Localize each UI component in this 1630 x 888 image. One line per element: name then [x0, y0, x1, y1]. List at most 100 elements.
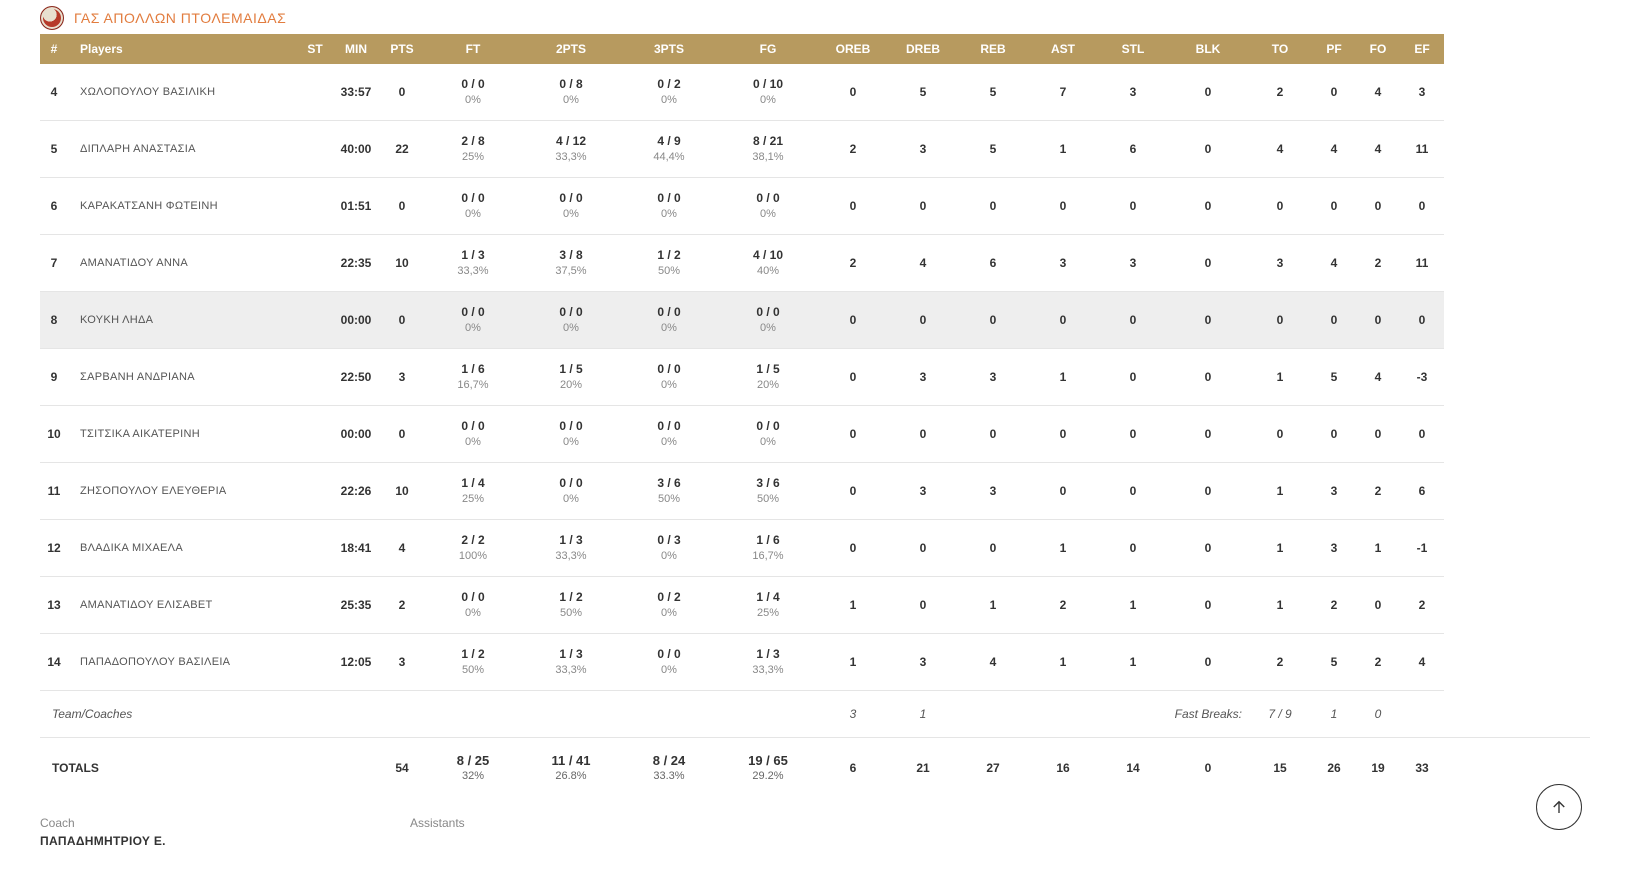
col-stl[interactable]: STL [1098, 34, 1168, 64]
col-fo[interactable]: FO [1356, 34, 1400, 64]
cell-ft: 1 / 616,7% [424, 349, 522, 406]
cell-num: 6 [40, 178, 68, 235]
cell-oreb: 0 [818, 178, 888, 235]
col-fg[interactable]: FG [718, 34, 818, 64]
col-dreb[interactable]: DREB [888, 34, 958, 64]
cell-pts: 2 [380, 577, 424, 634]
cell-fo: 2 [1356, 463, 1400, 520]
cell-st [298, 292, 332, 349]
cell-ast: 0 [1028, 178, 1098, 235]
fast-breaks-label: Fast Breaks: [1098, 691, 1248, 738]
cell-dreb: 0 [888, 520, 958, 577]
cell-fo: 4 [1356, 121, 1400, 178]
table-row[interactable]: 9ΣΑΡΒΑΝΗ ΑΝΔΡΙΑΝΑ22:5031 / 616,7%1 / 520… [40, 349, 1590, 406]
table-row[interactable]: 11ΖΗΣΟΠΟΥΛΟΥ ΕΛΕΥΘΕΡΙΑ22:26101 / 425%0 /… [40, 463, 1590, 520]
cell-reb: 3 [958, 463, 1028, 520]
cell-stl: 0 [1098, 178, 1168, 235]
cell-st [298, 235, 332, 292]
cell-player[interactable]: ΣΑΡΒΑΝΗ ΑΝΔΡΙΑΝΑ [68, 349, 298, 406]
cell-min: 12:05 [332, 634, 380, 691]
team-logo-icon [40, 6, 64, 30]
col-pf[interactable]: PF [1312, 34, 1356, 64]
cell-player[interactable]: ΔΙΠΛΑΡΗ ΑΝΑΣΤΑΣΙΑ [68, 121, 298, 178]
cell-player[interactable]: ΚΑΡΑΚΑΤΣΑΝΗ ΦΩΤΕΙΝΗ [68, 178, 298, 235]
cell-reb: 4 [958, 634, 1028, 691]
team-header: ΓΑΣ ΑΠΟΛΛΩΝ ΠΤΟΛΕΜΑΙΔΑΣ [40, 0, 1590, 34]
cell-stl: 3 [1098, 235, 1168, 292]
coach-footer: Coach ΠΑΠΑΔΗΜΗΤΡΙΟΥ Ε. Assistants [40, 816, 1590, 848]
col-blk[interactable]: BLK [1168, 34, 1248, 64]
table-row[interactable]: 13ΑΜΑΝΑΤΙΔΟΥ ΕΛΙΣΑΒΕΤ25:3520 / 00%1 / 25… [40, 577, 1590, 634]
cell-player[interactable]: ΑΜΑΝΑΤΙΔΟΥ ΑΝΝΑ [68, 235, 298, 292]
col-to[interactable]: TO [1248, 34, 1312, 64]
cell-player[interactable]: ΑΜΑΝΑΤΙΔΟΥ ΕΛΙΣΑΒΕΤ [68, 577, 298, 634]
cell-p2: 0 / 00% [522, 178, 620, 235]
cell-min: 00:00 [332, 406, 380, 463]
table-row[interactable]: 4ΧΩΛΟΠΟΥΛΟΥ ΒΑΣΙΛΙΚΗ33:5700 / 00%0 / 80%… [40, 64, 1590, 121]
cell-ef: 0 [1400, 406, 1444, 463]
col-ft[interactable]: FT [424, 34, 522, 64]
table-row[interactable]: 7ΑΜΑΝΑΤΙΔΟΥ ΑΝΝΑ22:35101 / 333,3%3 / 837… [40, 235, 1590, 292]
cell-pf: 0 [1312, 406, 1356, 463]
col-min[interactable]: MIN [332, 34, 380, 64]
cell-reb: 0 [958, 406, 1028, 463]
cell-p2: 1 / 250% [522, 577, 620, 634]
cell-to: 0 [1248, 406, 1312, 463]
cell-p2: 0 / 80% [522, 64, 620, 121]
cell-blk: 0 [1168, 235, 1248, 292]
cell-pf: 5 [1312, 634, 1356, 691]
table-row[interactable]: 6ΚΑΡΑΚΑΤΣΑΝΗ ΦΩΤΕΙΝΗ01:5100 / 00%0 / 00%… [40, 178, 1590, 235]
cell-fg: 8 / 2138,1% [718, 121, 818, 178]
cell-pts: 4 [380, 520, 424, 577]
col-st[interactable]: ST [298, 34, 332, 64]
cell-player[interactable]: ΧΩΛΟΠΟΥΛΟΥ ΒΑΣΙΛΙΚΗ [68, 64, 298, 121]
scroll-to-top-button[interactable] [1536, 784, 1582, 830]
cell-to: 0 [1248, 292, 1312, 349]
cell-player[interactable]: ΠΑΠΑΔΟΠΟΥΛΟΥ ΒΑΣΙΛΕΙΑ [68, 634, 298, 691]
table-row[interactable]: 14ΠΑΠΑΔΟΠΟΥΛΟΥ ΒΑΣΙΛΕΙΑ12:0531 / 250%1 /… [40, 634, 1590, 691]
table-row[interactable]: 8ΚΟΥΚΗ ΛΗΔΑ00:0000 / 00%0 / 00%0 / 00%0 … [40, 292, 1590, 349]
col-oreb[interactable]: OREB [818, 34, 888, 64]
cell-pf: 0 [1312, 64, 1356, 121]
cell-ef: 2 [1400, 577, 1444, 634]
col-2pts[interactable]: 2PTS [522, 34, 620, 64]
cell-stl: 6 [1098, 121, 1168, 178]
cell-blk: 0 [1168, 520, 1248, 577]
col-reb[interactable]: REB [958, 34, 1028, 64]
cell-fo: 0 [1356, 292, 1400, 349]
table-row[interactable]: 12ΒΛΑΔΙΚΑ ΜΙΧΑΕΛΑ18:4142 / 2100%1 / 333,… [40, 520, 1590, 577]
cell-fo: 0 [1356, 577, 1400, 634]
col-pts[interactable]: PTS [380, 34, 424, 64]
cell-st [298, 520, 332, 577]
cell-stl: 3 [1098, 64, 1168, 121]
cell-ft: 1 / 425% [424, 463, 522, 520]
cell-ast: 1 [1028, 121, 1098, 178]
table-row[interactable]: 5ΔΙΠΛΑΡΗ ΑΝΑΣΤΑΣΙΑ40:00222 / 825%4 / 123… [40, 121, 1590, 178]
cell-ast: 0 [1028, 292, 1098, 349]
cell-oreb: 0 [818, 463, 888, 520]
cell-st [298, 634, 332, 691]
col-ast[interactable]: AST [1028, 34, 1098, 64]
cell-fg: 4 / 1040% [718, 235, 818, 292]
cell-num: 8 [40, 292, 68, 349]
cell-blk: 0 [1168, 178, 1248, 235]
cell-pts: 3 [380, 349, 424, 406]
table-row[interactable]: 10ΤΣΙΤΣΙΚΑ ΑΙΚΑΤΕΡΙΝΗ00:0000 / 00%0 / 00… [40, 406, 1590, 463]
cell-st [298, 406, 332, 463]
cell-p3: 1 / 250% [620, 235, 718, 292]
col-3pts[interactable]: 3PTS [620, 34, 718, 64]
cell-player[interactable]: ΤΣΙΤΣΙΚΑ ΑΙΚΑΤΕΡΙΝΗ [68, 406, 298, 463]
cell-dreb: 5 [888, 64, 958, 121]
cell-pf: 4 [1312, 235, 1356, 292]
cell-min: 40:00 [332, 121, 380, 178]
cell-player[interactable]: ΒΛΑΔΙΚΑ ΜΙΧΑΕΛΑ [68, 520, 298, 577]
cell-player[interactable]: ΖΗΣΟΠΟΥΛΟΥ ΕΛΕΥΘΕΡΙΑ [68, 463, 298, 520]
cell-player[interactable]: ΚΟΥΚΗ ΛΗΔΑ [68, 292, 298, 349]
col-ef[interactable]: EF [1400, 34, 1444, 64]
col-num[interactable]: # [40, 34, 68, 64]
cell-ef: 3 [1400, 64, 1444, 121]
boxscore-table: # Players ST MIN PTS FT 2PTS 3PTS FG ORE… [40, 34, 1590, 798]
cell-min: 01:51 [332, 178, 380, 235]
col-players[interactable]: Players [68, 34, 298, 64]
cell-fo: 2 [1356, 235, 1400, 292]
